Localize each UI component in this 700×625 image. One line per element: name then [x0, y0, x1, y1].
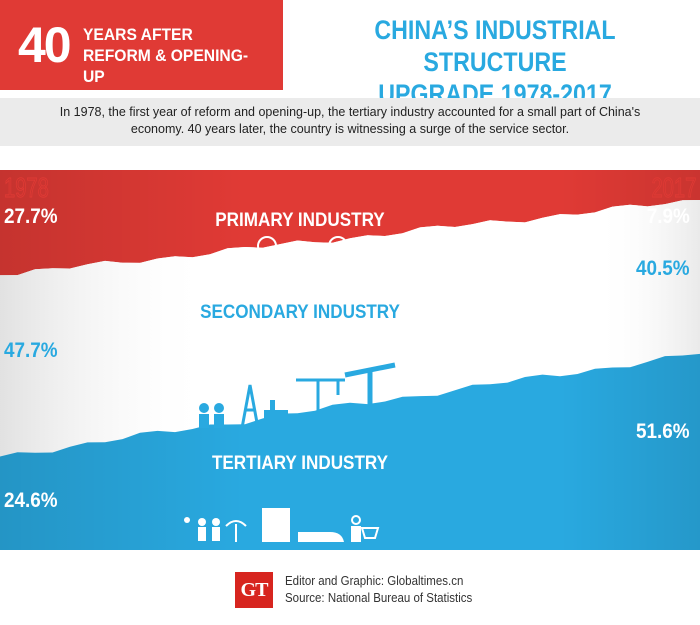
shopping-cart-icon: [351, 515, 380, 542]
train-icon: [298, 532, 344, 542]
factory-icon: [264, 400, 288, 426]
editor-credit: Editor and Graphic: Globaltimes.cn: [285, 574, 464, 588]
hotel-icon: [262, 508, 290, 542]
crops-icon: [285, 258, 327, 268]
secondary-industry-label: SECONDARY INDUSTRY: [200, 302, 400, 323]
header-badge: 40 YEARS AFTER REFORM & OPENING-UP: [0, 0, 283, 90]
year-label-end: 2017: [651, 172, 697, 203]
secondary-band-shading: [0, 200, 700, 457]
tree-icon: [257, 236, 348, 270]
industry-structure-chart: [0, 170, 700, 550]
oil-derrick-icon: [240, 384, 260, 429]
crane-icon: [296, 378, 345, 425]
secondary-2017-label: 40.5%: [636, 257, 690, 280]
footer: GT Editor and Graphic: Globaltimes.cn So…: [0, 572, 700, 612]
tertiary-industry-label: TERTIARY INDUSTRY: [211, 453, 389, 474]
farmer-icon: [215, 254, 242, 275]
page-title: CHINA’S INDUSTRIAL STRUCTURE UPGRADE 197…: [374, 15, 616, 109]
tertiary-2017-label: 51.6%: [636, 420, 690, 443]
source-credit: Source: National Bureau of Statistics: [285, 591, 473, 605]
tertiary-band-shading: [0, 353, 700, 550]
secondary-1978-label: 47.7%: [4, 339, 58, 362]
primary-industry-label: PRIMARY INDUSTRY: [215, 210, 385, 231]
globaltimes-logo: GT: [235, 572, 273, 608]
badge-number: 40: [18, 17, 72, 73]
tertiary-1978-label: 24.6%: [4, 489, 58, 512]
primary-1978-label: 27.7%: [4, 205, 58, 228]
palm-tree-icon: [225, 520, 247, 542]
workers-icon: [199, 403, 224, 428]
primary-2017-label: 7.9%: [646, 205, 690, 228]
pumpjack-icon: [344, 362, 396, 422]
badge-text: YEARS AFTER REFORM & OPENING-UP: [83, 25, 249, 86]
year-label-start: 1978: [4, 172, 50, 203]
primary-band-shading: [0, 170, 700, 276]
tourists-icon: [184, 517, 220, 541]
intro-text: In 1978, the first year of reform and op…: [0, 98, 700, 146]
